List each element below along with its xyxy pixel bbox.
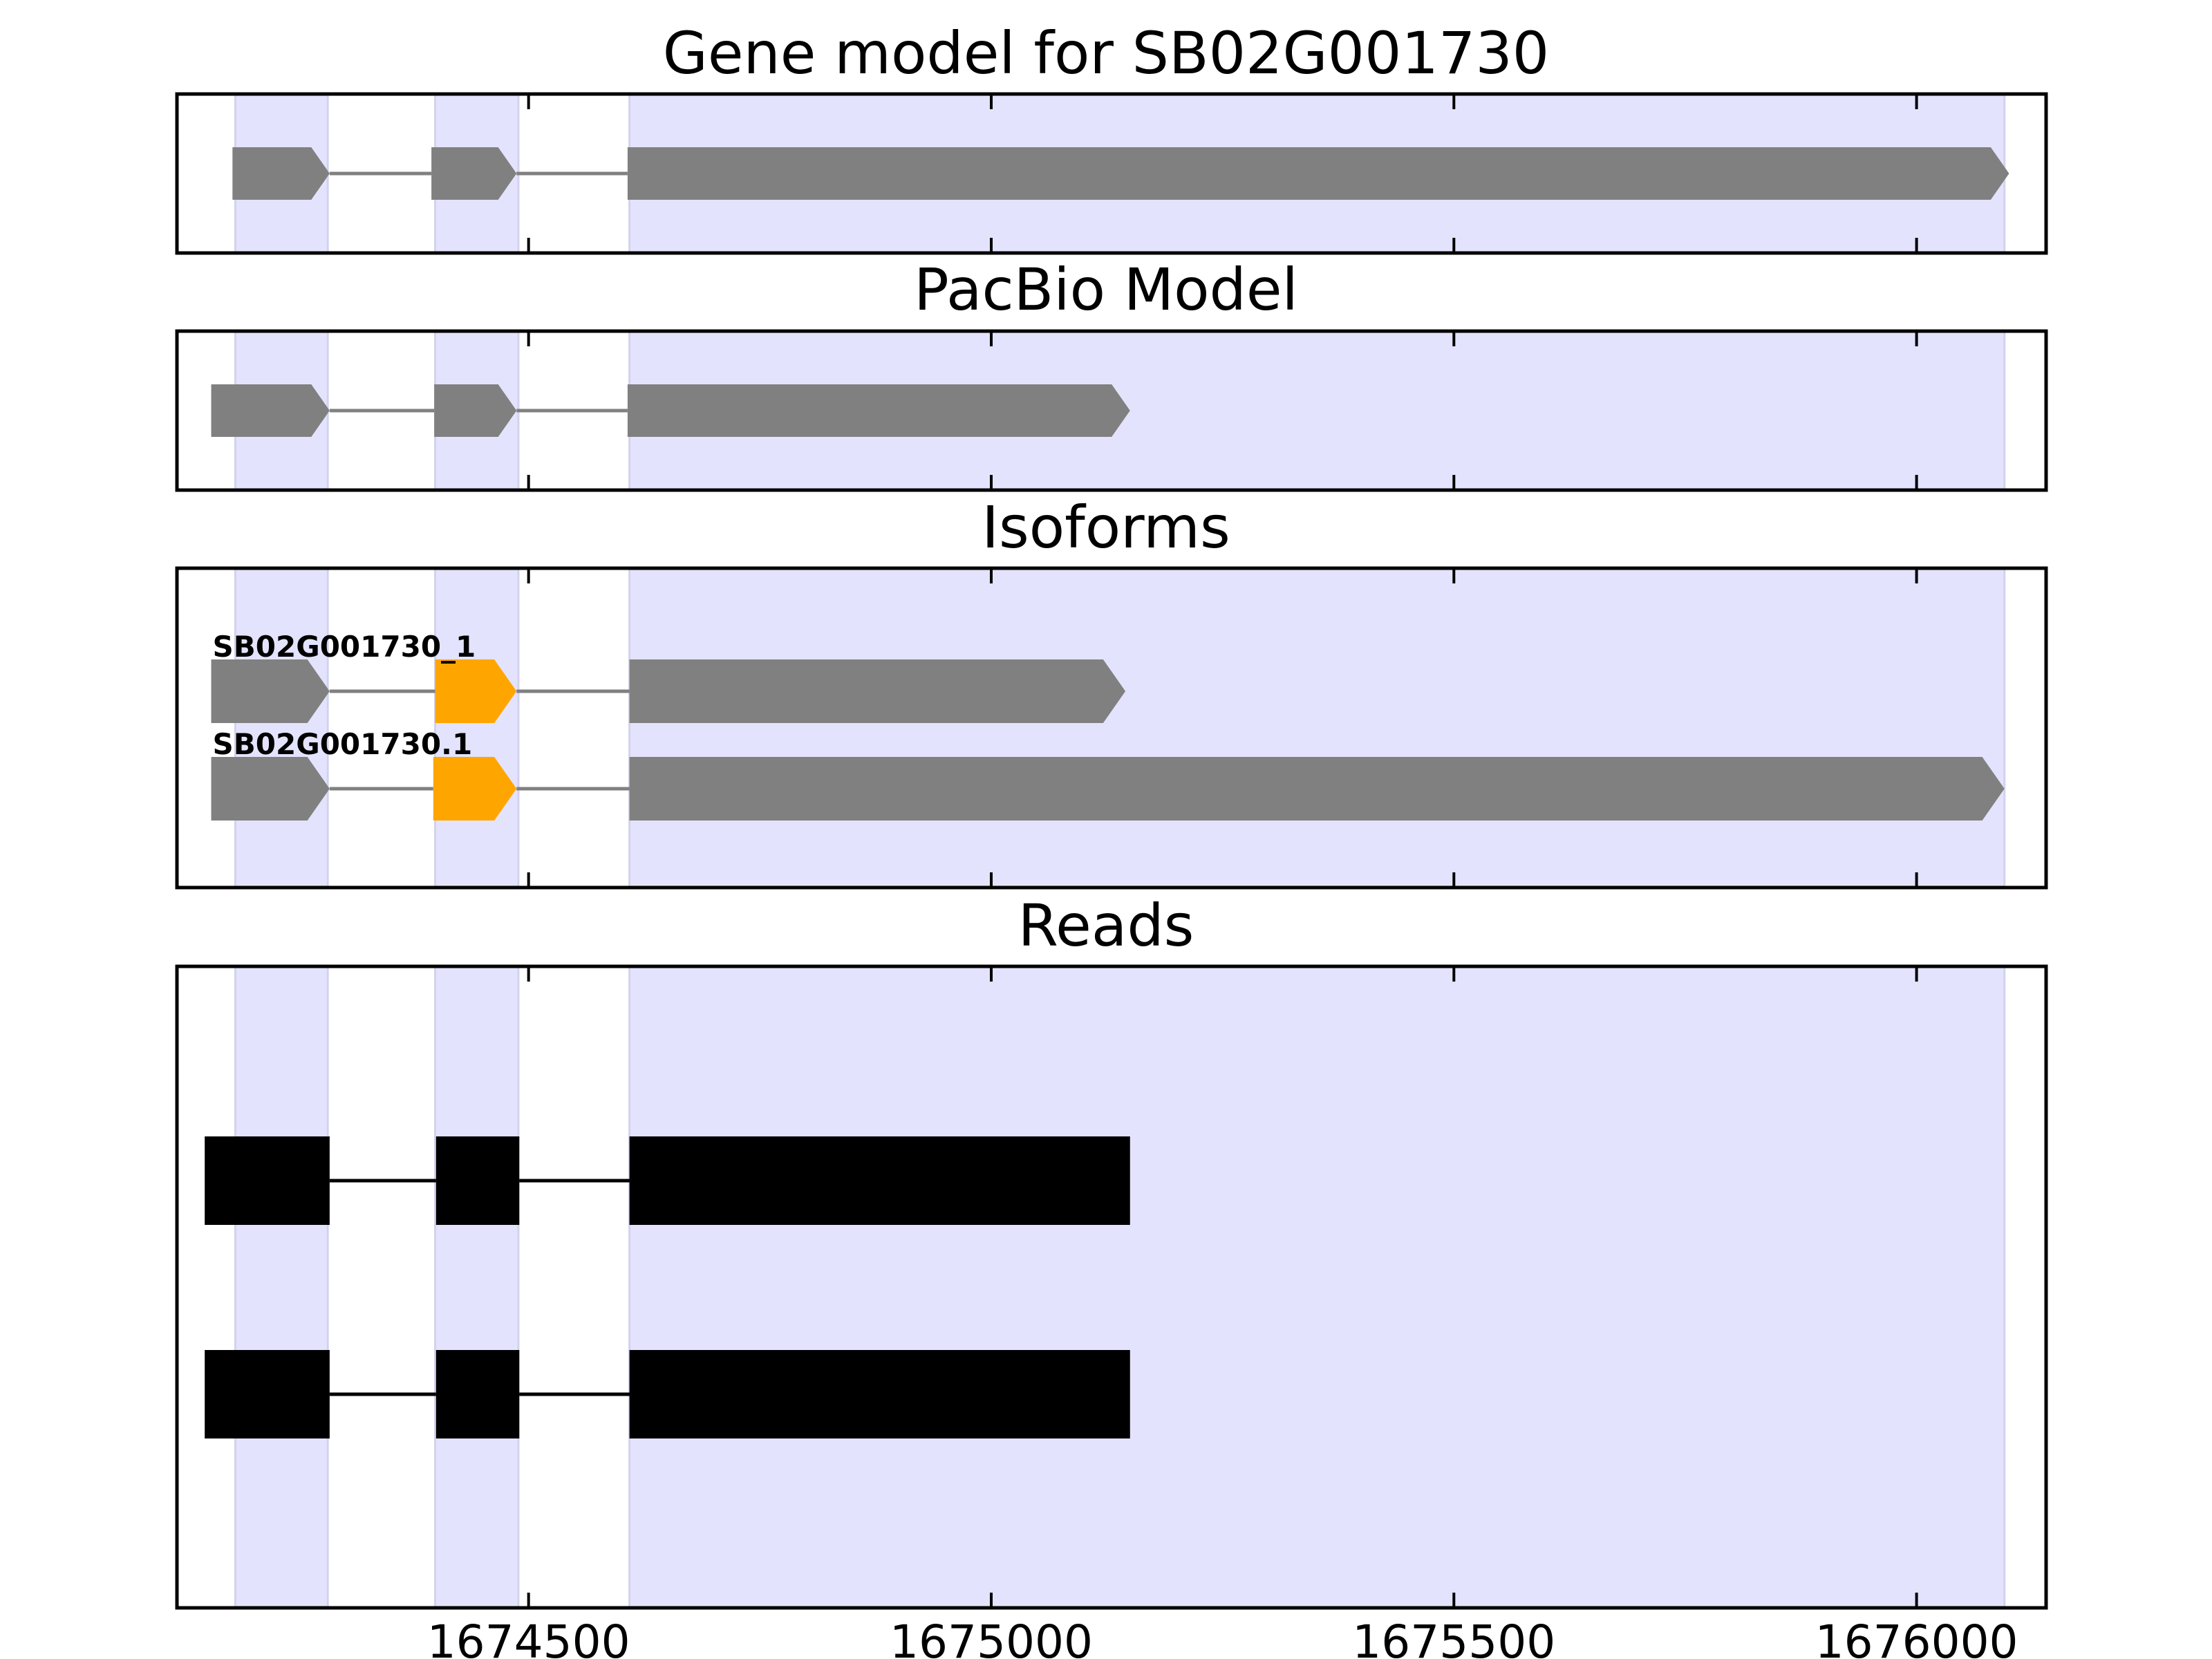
isoform-label: SB02G001730.1	[213, 727, 473, 761]
panel-frame	[175, 964, 2048, 1610]
exon-block	[629, 1350, 1130, 1438]
panel-title: Gene model for SB02G001730	[663, 19, 1549, 87]
pacbio-model-panel: PacBio Model	[175, 256, 2048, 492]
pacbio-model-track	[211, 330, 2006, 491]
exon-block	[435, 659, 517, 723]
exon-block	[205, 1136, 330, 1225]
exon-block	[435, 1350, 520, 1438]
exon-region-shade	[628, 567, 2006, 889]
exon-block	[232, 147, 330, 200]
exon-block	[434, 384, 517, 437]
exon-block	[431, 147, 517, 200]
reads-track	[205, 965, 2006, 1609]
exon-block	[627, 147, 2009, 200]
exon-block	[205, 1350, 330, 1438]
panel-frame	[175, 92, 2048, 255]
x-tick-label: 1675500	[1352, 1615, 1555, 1659]
exon-block	[627, 384, 1130, 437]
x-tick-label: 1676000	[1815, 1615, 2018, 1659]
exon-block	[629, 757, 2005, 821]
x-axis: 1674500 1675000 1675500 1676000	[427, 1615, 2018, 1659]
gene-model-panel: Gene model for SB02G001730	[175, 19, 2048, 255]
isoforms-track: SB02G001730_1 SB02G001730.1	[211, 567, 2006, 889]
isoform-label: SB02G001730_1	[213, 630, 476, 664]
panel-frame	[175, 566, 2048, 890]
exon-region-shade	[234, 965, 329, 1609]
x-tick-label: 1674500	[427, 1615, 630, 1659]
exon-block	[211, 659, 330, 723]
exon-region-shade	[628, 965, 2006, 1609]
exon-region-shade	[433, 965, 520, 1609]
panel-title: Reads	[1018, 892, 1194, 959]
panel-title: PacBio Model	[914, 256, 1298, 324]
exon-block	[433, 757, 517, 821]
isoforms-panel: Isoforms SB02G001730_1 SB02G001730.1	[175, 494, 2048, 890]
panel-title: Isoforms	[982, 494, 1230, 561]
panel-frame	[175, 329, 2048, 492]
exon-block	[629, 659, 1126, 723]
x-tick-label: 1675000	[890, 1615, 1093, 1659]
reads-panel: Reads	[175, 892, 2048, 1610]
gene-model-track	[232, 93, 2009, 254]
exon-block	[211, 384, 330, 437]
exon-block	[211, 757, 330, 821]
exon-block	[435, 1136, 520, 1225]
exon-block	[629, 1136, 1130, 1225]
